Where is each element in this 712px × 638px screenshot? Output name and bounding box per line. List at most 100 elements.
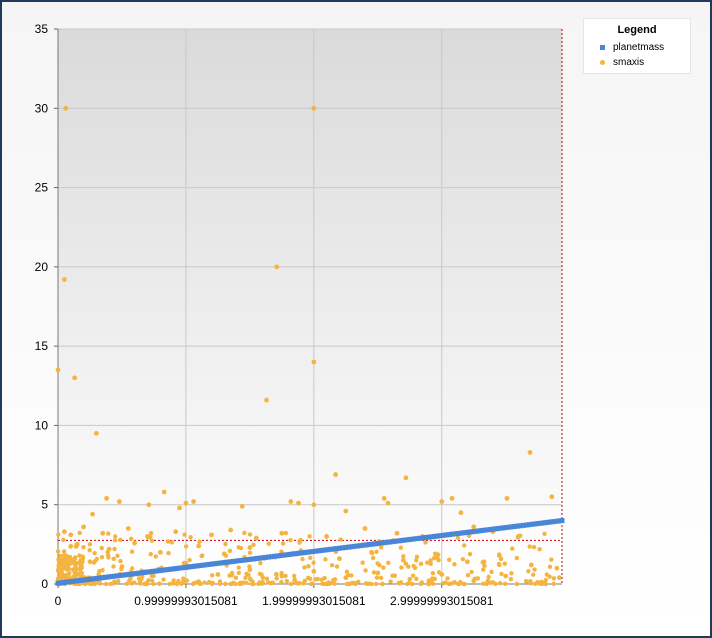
smaxis-point [238, 580, 243, 586]
smaxis-point [329, 562, 335, 568]
smaxis-point [151, 581, 156, 587]
smaxis-point [377, 563, 382, 568]
planetmass-point [405, 537, 411, 543]
smaxis-point [369, 550, 375, 556]
smaxis-point [471, 524, 477, 530]
smaxis-point [531, 572, 536, 577]
planetmass-point [476, 528, 482, 534]
planetmass-point [417, 535, 423, 541]
planetmass-point [171, 566, 177, 572]
smaxis-point [467, 551, 473, 557]
smaxis-point [60, 573, 65, 579]
planetmass-point [520, 522, 526, 528]
smaxis-point [375, 570, 381, 576]
planetmass-point [102, 574, 108, 580]
smaxis-point [61, 529, 67, 535]
smaxis-point [111, 556, 116, 562]
smaxis-point [90, 511, 95, 517]
smaxis-point [324, 534, 330, 539]
smaxis-point [81, 544, 86, 550]
planetmass-point [271, 553, 277, 559]
planetmass-point [254, 556, 260, 562]
smaxis-point [371, 570, 377, 575]
smaxis-point [104, 495, 110, 501]
smaxis-point [171, 578, 176, 583]
planetmass-point [515, 523, 521, 529]
smaxis-point [302, 565, 307, 570]
smaxis-point [57, 558, 63, 564]
smaxis-point [284, 578, 290, 584]
smaxis-point [183, 500, 189, 506]
smaxis-point [279, 570, 284, 576]
smaxis-point [380, 581, 385, 587]
smaxis-point [381, 565, 386, 570]
smaxis-point [274, 264, 280, 270]
smaxis-point [236, 565, 241, 570]
smaxis-point [233, 575, 239, 581]
smaxis-point [128, 576, 133, 581]
smaxis-point [80, 554, 86, 559]
smaxis-point [551, 576, 557, 581]
smaxis-point [430, 576, 435, 581]
smaxis-point [296, 581, 302, 586]
planetmass-point [488, 526, 494, 532]
smaxis-point [400, 557, 406, 563]
smaxis-point [91, 560, 97, 565]
planetmass-point [544, 519, 550, 525]
smaxis-point [210, 580, 216, 586]
smaxis-point [251, 542, 256, 547]
planetmass-point [105, 574, 111, 580]
smaxis-point [149, 538, 155, 543]
planetmass-point [482, 527, 488, 533]
y-tick-label: 15 [35, 339, 49, 353]
planetmass-point [553, 518, 559, 524]
smaxis-point [177, 505, 182, 511]
smaxis-point [502, 581, 508, 587]
smaxis-point [446, 557, 452, 563]
smaxis-point [288, 581, 294, 587]
planetmass-point [322, 547, 328, 553]
smaxis-point [406, 580, 412, 586]
smaxis-point [498, 556, 504, 562]
smaxis-point [394, 530, 400, 536]
smaxis-point [181, 579, 186, 584]
planetmass-point [494, 526, 500, 532]
smaxis-point [537, 547, 542, 552]
smaxis-point [386, 560, 391, 566]
smaxis-point [199, 553, 204, 559]
planetmass-point [88, 576, 94, 582]
planetmass-point [357, 543, 363, 549]
planetmass-point [396, 538, 402, 544]
smaxis-point [239, 503, 245, 509]
smaxis-point [72, 375, 78, 381]
smaxis-point [184, 578, 190, 583]
planetmass-point [331, 546, 337, 552]
planetmass-point [188, 564, 194, 570]
smaxis-point [103, 581, 109, 587]
smaxis-point [56, 532, 61, 537]
smaxis-point [460, 556, 466, 562]
smaxis-point [73, 555, 78, 560]
smaxis-point [149, 578, 155, 583]
smaxis-point [349, 573, 354, 578]
smaxis-point [370, 555, 376, 561]
smaxis-point [161, 577, 166, 582]
smaxis-point [99, 545, 104, 551]
planetmass-point [319, 547, 325, 553]
planetmass-point [372, 541, 378, 547]
smaxis-point [497, 552, 502, 557]
smaxis-point [502, 561, 508, 566]
smaxis-point [332, 577, 338, 582]
planetmass-point [185, 564, 191, 570]
smaxis-point [449, 495, 455, 501]
smaxis-point [397, 581, 402, 586]
smaxis-point [499, 571, 504, 577]
planetmass-point [162, 567, 168, 573]
y-tick-label: 5 [41, 498, 48, 512]
plot-area [58, 29, 562, 584]
smaxis-point [129, 566, 135, 571]
smaxis-point [305, 575, 311, 580]
planetmass-point [108, 574, 114, 580]
legend-swatch-smaxis [600, 60, 605, 65]
planetmass-point [242, 557, 248, 563]
